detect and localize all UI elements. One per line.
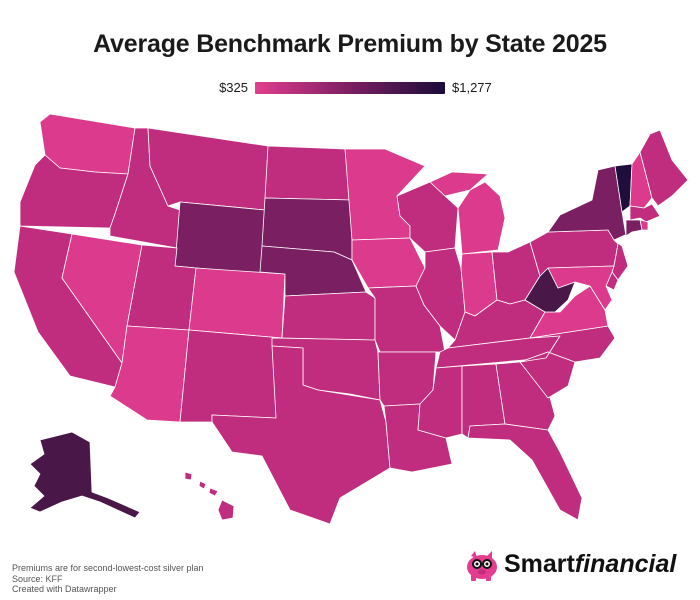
color-legend: $325 $1,277 <box>0 78 700 98</box>
piggy-bank-with-glasses-icon <box>467 551 497 581</box>
state-NH[interactable] <box>629 151 653 209</box>
legend-max-label: $1,277 <box>452 80 492 95</box>
brand-name-italic: financial <box>574 550 677 578</box>
legend-min-label: $325 <box>219 80 248 95</box>
state-KS[interactable] <box>281 291 376 341</box>
state-AK[interactable] <box>29 431 141 519</box>
state-NM[interactable] <box>179 329 283 423</box>
us-choropleth-map <box>13 113 689 525</box>
state-FL[interactable] <box>467 423 583 521</box>
legend-gradient-bar <box>255 82 445 94</box>
state-HI[interactable] <box>184 471 235 521</box>
footer-source: Source: KFF <box>12 573 63 584</box>
chart-title: Average Benchmark Premium by State 2025 <box>93 30 607 58</box>
state-TX[interactable] <box>211 345 391 525</box>
footer-credit: Created with Datawrapper <box>12 584 117 594</box>
footer-note: Premiums are for second-lowest-cost silv… <box>12 563 204 573</box>
brand-name-bold: Smart <box>504 550 575 578</box>
brand-wordmark: Smartfinancial <box>504 550 676 579</box>
state-WY[interactable] <box>174 201 266 275</box>
state-MD[interactable] <box>547 265 615 311</box>
state-NC[interactable] <box>519 325 616 363</box>
smartfinancial-logo: Smartfinancial <box>462 547 687 583</box>
state-MT[interactable] <box>147 127 269 211</box>
state-ND[interactable] <box>264 145 353 201</box>
state-CO[interactable] <box>188 267 286 339</box>
state-MI[interactable] <box>429 171 506 255</box>
state-CT[interactable] <box>625 219 643 237</box>
state-ME[interactable] <box>639 129 689 207</box>
state-IA[interactable] <box>351 237 426 289</box>
chart-footer: Premiums are for second-lowest-cost silv… <box>12 563 204 595</box>
state-IL[interactable] <box>415 247 466 341</box>
